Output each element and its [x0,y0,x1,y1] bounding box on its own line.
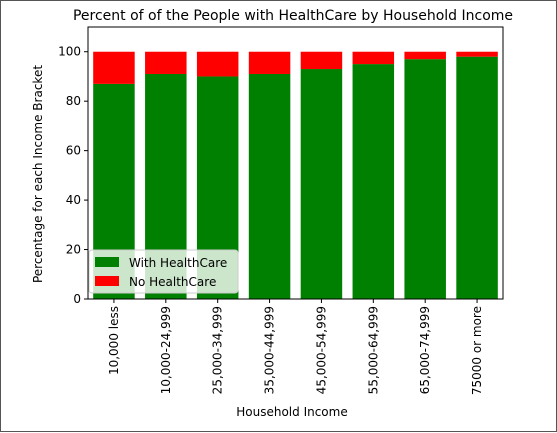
y-axis: 0 20 40 60 80 100 [58,45,88,306]
legend-label-with-healthcare: With HealthCare [129,256,227,270]
x-tick-label: 65,000-74,999 [418,306,432,394]
x-tick-label: 75000 or more [470,306,484,395]
legend-swatch-with-healthcare [95,257,119,267]
x-tick-label: 10,000 less [107,306,121,375]
x-tick-label: 45,000-54,999 [314,306,328,394]
legend-box [88,249,239,294]
x-axis-label: Household Income [236,405,347,419]
chart-title: Percent of of the People with HealthCare… [73,8,513,24]
bar-with-healthcare-55-000-64-999 [352,64,395,299]
y-tick-label: 40 [66,193,81,207]
bar-no-healthcare-10-000-less [93,51,135,84]
y-tick-label: 20 [66,243,81,257]
legend-swatch-no-healthcare [95,276,119,286]
bar-no-healthcare-55-000-64-999 [352,51,395,65]
x-tick-label: 25,000-34,999 [211,306,225,394]
bar-no-healthcare-25-000-34-999 [196,51,239,77]
bar-with-healthcare-45-000-54-999 [300,69,343,299]
y-axis-label: Percentage for each Income Bracket [31,65,45,283]
legend: With HealthCare No HealthCare [88,249,239,294]
x-tick-label: 10,000-24,999 [159,306,173,394]
y-tick-label: 100 [58,45,81,59]
y-tick-label: 60 [66,144,81,158]
x-tick-label: 35,000-44,999 [263,306,277,394]
x-tick-label: 55,000-64,999 [366,306,380,394]
plot-area-frame [87,26,504,300]
bar-with-healthcare-65-000-74-999 [404,59,446,300]
x-axis: 10,000 less 10,000-24,999 25,000-34,999 35,… [107,299,484,395]
bar-no-healthcare-75000-or-more [456,51,498,57]
bar-no-healthcare-45-000-54-999 [300,51,343,70]
bar-no-healthcare-35-000-44-999 [248,51,291,74]
bar-no-healthcare-10-000-24-999 [145,51,187,74]
y-tick-label: 80 [66,94,81,108]
bar-with-healthcare-75000-or-more [456,56,498,299]
y-tick-label: 0 [73,292,81,306]
legend-label-no-healthcare: No HealthCare [129,275,216,289]
bar-no-healthcare-65-000-74-999 [404,51,446,60]
bar-with-healthcare-35-000-44-999 [248,73,291,299]
